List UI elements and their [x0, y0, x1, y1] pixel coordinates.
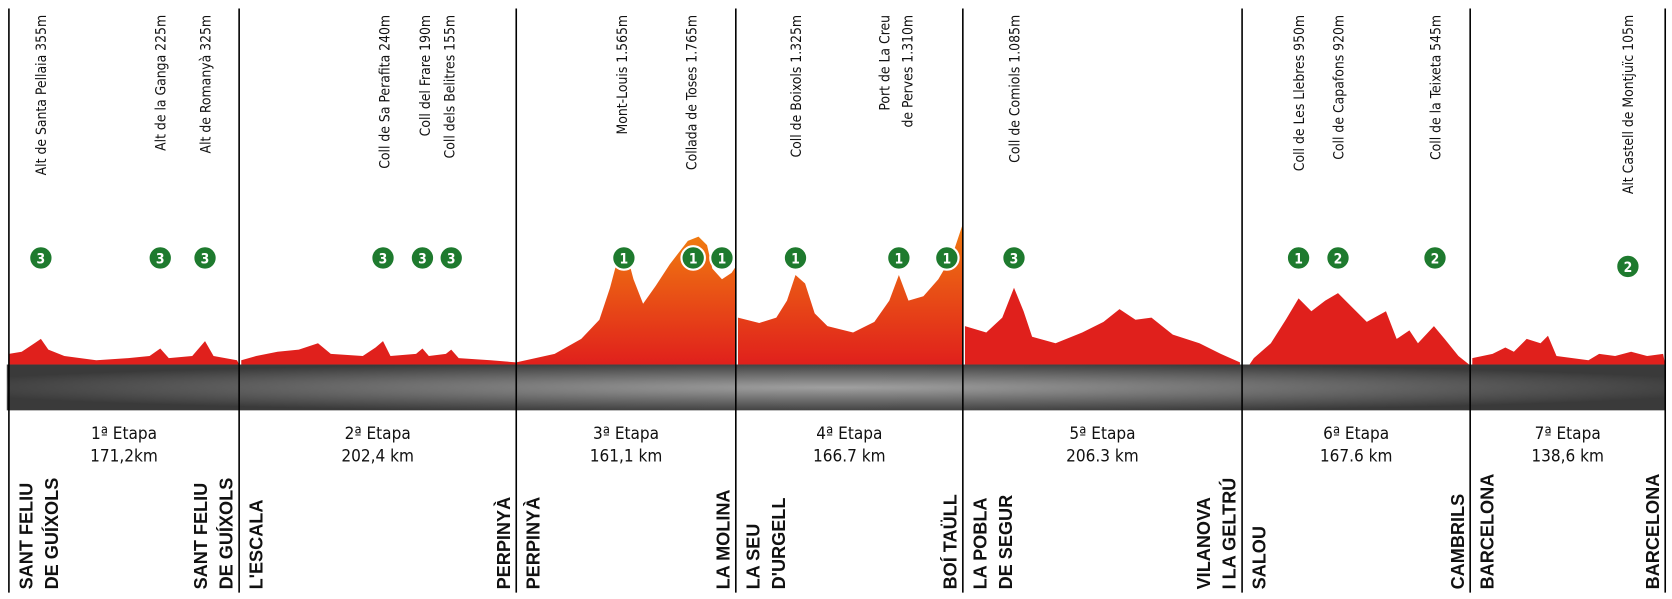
climb-category: 3: [379, 251, 388, 267]
climb-name: Alt de la Ganga 225m: [154, 15, 170, 151]
climb-category: 1: [791, 251, 800, 267]
stage-label: 1ª Etapa: [91, 424, 157, 444]
profile: [516, 236, 736, 365]
start-city: DE GUÍXOLS: [41, 478, 62, 590]
start-city: PERPINYÀ: [523, 497, 544, 590]
climb-name: Coll de Les Llebres 950m: [1292, 15, 1308, 171]
climb-name: Port de La Creu: [877, 15, 893, 111]
start-city: SANT FELIU: [16, 483, 36, 590]
climb-badge: [709, 245, 735, 271]
stage-label: 3ª Etapa: [593, 424, 659, 444]
profiles: [8, 223, 1666, 365]
climb-category: 2: [1624, 260, 1633, 276]
stage-distance: 167.6 km: [1320, 447, 1393, 467]
dividers: [8, 8, 1667, 593]
climb-badge: [934, 245, 960, 271]
climb-category: 3: [418, 251, 427, 267]
climb-badge: [28, 245, 54, 271]
climb-category: 1: [718, 251, 727, 267]
climb-category: 1: [689, 251, 698, 267]
climb-name: Coll dels Belitres 155m: [442, 15, 458, 159]
climb-category: 1: [895, 251, 904, 267]
climb-badge: [409, 245, 436, 271]
climb-badge: [1325, 245, 1351, 271]
stage-distance: 171,2km: [90, 447, 158, 467]
climb-category: 1: [620, 251, 629, 267]
stage-distance: 138,6 km: [1531, 447, 1604, 467]
climb-name: Collada de Toses 1.765m: [684, 15, 700, 170]
stage-distance: 202,4 km: [341, 447, 414, 467]
climb-badge: [1001, 245, 1027, 271]
finish-city: I LA GELTRÚ: [1219, 478, 1240, 590]
climb-badge: [611, 245, 637, 271]
profile: [737, 223, 963, 365]
climb-category: 3: [1010, 251, 1019, 267]
start-city: SALOU: [1250, 526, 1270, 589]
climb-category: 3: [447, 251, 456, 267]
finish-city: LA MOLINA: [713, 489, 733, 589]
climb-category: 2: [1431, 251, 1440, 267]
climb-badge: [192, 245, 218, 271]
climb-name: Coll de la Teixeta 545m: [1428, 15, 1444, 160]
climb-badge: [886, 245, 912, 271]
climb-badge: [438, 245, 465, 271]
stage-distance: 206.3 km: [1066, 447, 1139, 467]
climb-name: Coll de Capafons 920m: [1331, 15, 1347, 160]
start-city: LA POBLA: [970, 498, 990, 590]
climb-badge: [147, 245, 174, 271]
profile: [8, 338, 240, 365]
climb-category: 1: [1294, 251, 1303, 267]
climb-badge: [1422, 245, 1448, 271]
climb-name: Alt de Santa Pellaia 355m: [34, 15, 50, 175]
start-city: D'URGELL: [769, 498, 789, 590]
climb-category: 3: [201, 251, 210, 267]
start-city: LA SEU: [743, 524, 763, 590]
climb-badge: [1285, 245, 1312, 271]
stage-distance: 161,1 km: [590, 447, 663, 467]
profile: [964, 287, 1240, 365]
climb-category: 3: [156, 251, 165, 267]
finish-city: VILANOVA: [1194, 497, 1214, 589]
finish-city: PERPINYÀ: [493, 497, 514, 590]
finish-city: BARCELONA: [1643, 474, 1663, 590]
climb-name: de Perves 1.310m: [901, 15, 917, 128]
stage-label: 5ª Etapa: [1069, 424, 1135, 444]
profile: [241, 341, 517, 365]
climb-badge: [782, 245, 809, 271]
stage-distance: 166.7 km: [813, 447, 886, 467]
stage-label: 7ª Etapa: [1535, 424, 1601, 444]
finish-city: DE GUÍXOLS: [216, 478, 237, 590]
climb-category: 3: [37, 251, 46, 267]
finish-city: BOÍ TAÜLL: [939, 494, 960, 589]
finish-city: SANT FELIU: [191, 483, 211, 590]
climb-name: Coll de Boixols 1.325m: [789, 15, 805, 158]
climb-name: Coll del Frare 190m: [418, 15, 434, 136]
climb-name: Alt de Romanyà 325m: [198, 15, 214, 154]
start-city: BARCELONA: [1478, 474, 1498, 590]
climb-name: Coll de Sa Perafita 240m: [377, 15, 393, 169]
climb-badge: [370, 245, 396, 271]
climb-name: Mont-Louis 1.565m: [615, 15, 631, 135]
climb-badge: [1615, 253, 1641, 280]
climb-badge: [680, 245, 706, 271]
start-city: DE SEGUR: [996, 495, 1016, 590]
stage-label: 2ª Etapa: [345, 424, 411, 444]
profile: [1472, 335, 1666, 365]
stage-label: 4ª Etapa: [816, 424, 882, 444]
profile: [1249, 293, 1470, 365]
climb-category: 1: [943, 251, 952, 267]
finish-city: CAMBRILS: [1448, 494, 1468, 590]
band: [6, 364, 1666, 411]
stage-label: 6ª Etapa: [1323, 424, 1389, 444]
climb-name: Coll de Comiols 1.085m: [1007, 15, 1023, 163]
start-city: L'ESCALA: [247, 500, 267, 590]
climb-category: 2: [1334, 251, 1343, 267]
climb-name: Alt Castell de Montjuïc 105m: [1621, 15, 1637, 194]
